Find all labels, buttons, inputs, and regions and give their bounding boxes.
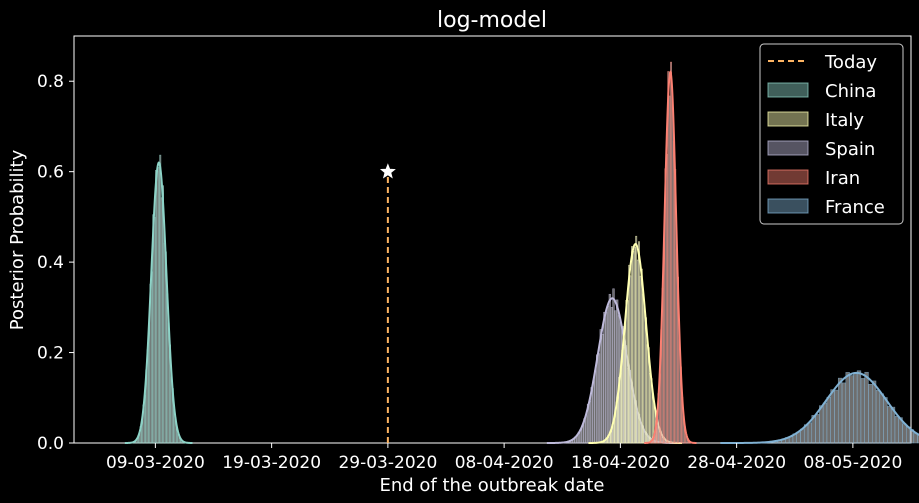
x-tick-label: 28-04-2020	[687, 453, 786, 473]
x-tick-label: 18-04-2020	[571, 453, 670, 473]
x-tick-label: 08-05-2020	[803, 453, 902, 473]
histogram-bar	[917, 434, 919, 444]
legend-swatch-iran	[767, 169, 809, 185]
kde-line	[720, 371, 919, 444]
series-france	[720, 370, 919, 444]
histogram-bar	[864, 371, 869, 444]
histogram-bar	[871, 380, 877, 444]
series-iran	[644, 61, 697, 444]
histogram-bar	[841, 382, 847, 444]
histogram-bar	[856, 370, 862, 444]
x-tick-label: 19-03-2020	[222, 453, 321, 473]
histogram-bar	[592, 380, 595, 444]
legend-swatch-china	[767, 82, 809, 98]
histogram-bar	[819, 405, 824, 444]
legend-swatch-spain	[767, 140, 809, 156]
legend-label: Spain	[825, 139, 875, 160]
y-tick-label: 0.4	[37, 253, 64, 273]
histogram-bar	[830, 389, 835, 444]
histogram-bar	[606, 305, 610, 444]
histogram-bar	[594, 370, 597, 444]
series-china	[124, 154, 193, 444]
legend-label: Italy	[825, 110, 864, 131]
legend-label: France	[825, 197, 885, 218]
chart-title: log-model	[437, 8, 547, 33]
y-ticks: 0.0 0.2 0.4 0.6 0.8	[37, 72, 74, 454]
histogram-bar	[887, 406, 892, 444]
histogram-bar	[603, 311, 606, 444]
histogram-bar	[894, 416, 899, 444]
y-tick-label: 0.8	[37, 72, 64, 92]
legend-swatch-italy	[767, 111, 809, 127]
histogram-bar	[588, 401, 592, 444]
histogram-bar	[601, 333, 604, 444]
histogram-bar	[849, 375, 854, 444]
legend-frame	[759, 43, 904, 225]
legend-swatch-france	[767, 198, 809, 214]
legend: Today China Italy Spain Iran France	[759, 43, 904, 225]
y-tick-label: 0.6	[37, 163, 64, 183]
histogram-bar	[868, 384, 873, 444]
histogram-bar	[826, 396, 831, 444]
histogram-bar	[585, 415, 588, 444]
histogram-bar	[853, 373, 858, 444]
histogram-bar	[883, 397, 888, 444]
histogram-bar	[605, 312, 608, 444]
plot-frame	[73, 35, 912, 444]
series-layer	[124, 61, 919, 444]
y-tick-label: 0.0	[37, 434, 64, 454]
y-tick-label: 0.2	[37, 344, 64, 364]
kde-line	[644, 70, 697, 444]
today-layer	[379, 163, 396, 443]
x-tick-label: 08-04-2020	[455, 453, 554, 473]
histogram-bar	[845, 372, 850, 444]
histogram-bar	[608, 293, 612, 444]
x-axis-label: End of the outbreak date	[379, 475, 604, 496]
histogram-bar	[837, 377, 843, 444]
legend-label: Today	[824, 52, 877, 73]
histogram-bar	[879, 393, 884, 444]
legend-label: China	[825, 81, 876, 102]
histogram-bar	[875, 389, 881, 444]
histogram-bar	[860, 378, 865, 444]
histogram-bar	[597, 353, 601, 444]
histogram-bar	[822, 402, 828, 444]
histogram-bar	[807, 422, 813, 444]
x-ticks: 09-03-2020 19-03-2020 29-03-2020 08-04-2020…	[106, 443, 902, 473]
x-tick-label: 29-03-2020	[338, 453, 437, 473]
legend-label: Iran	[825, 168, 860, 189]
histogram-bar	[834, 389, 839, 444]
histogram-bar	[902, 423, 907, 444]
histogram-bar	[815, 414, 820, 444]
y-axis-label: Posterior Probability	[7, 149, 28, 330]
x-tick-label: 09-03-2020	[106, 453, 205, 473]
kde-line	[124, 161, 193, 444]
today-star-marker	[379, 163, 396, 179]
